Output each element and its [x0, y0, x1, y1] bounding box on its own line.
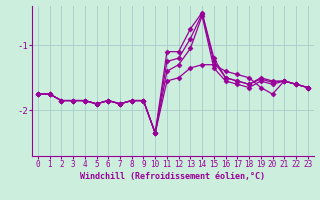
X-axis label: Windchill (Refroidissement éolien,°C): Windchill (Refroidissement éolien,°C) [80, 172, 265, 181]
